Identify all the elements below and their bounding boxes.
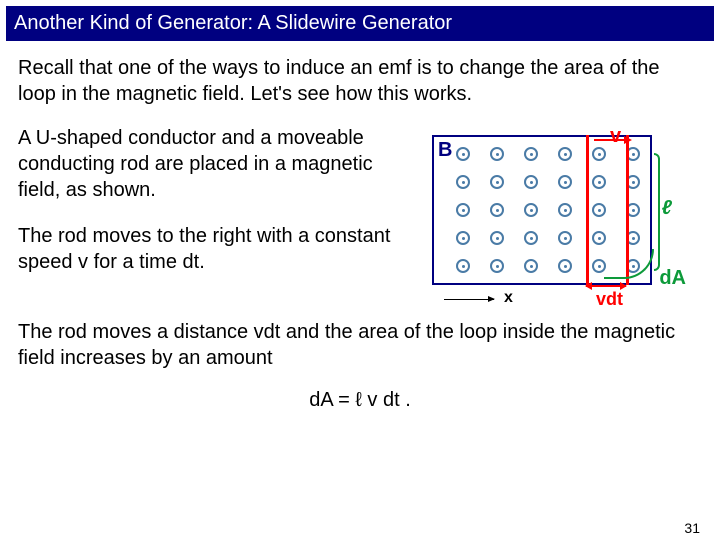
vdt-double-arrow [586, 285, 626, 287]
field-dot-icon [592, 231, 606, 245]
paragraph-2: A U-shaped conductor and a moveable cond… [18, 125, 400, 203]
field-dot-icon [524, 231, 538, 245]
rod-initial [586, 135, 589, 285]
field-dot-icon [456, 203, 470, 217]
field-dot-icon [490, 147, 504, 161]
field-dot-icon [558, 203, 572, 217]
label-vdt: vdt [596, 289, 623, 310]
equation: dA = ℓ v dt . [18, 389, 702, 412]
field-dot-icon [456, 259, 470, 273]
field-dot-icon [592, 147, 606, 161]
main-row: A U-shaped conductor and a moveable cond… [18, 125, 702, 315]
field-dot-icon [558, 175, 572, 189]
label-dA: dA [659, 267, 686, 290]
field-dot-icon [456, 231, 470, 245]
x-arrow [444, 299, 494, 300]
field-dot-icon [558, 147, 572, 161]
field-dot-icon [524, 259, 538, 273]
label-x: x [504, 289, 513, 307]
length-bracket [654, 153, 660, 271]
label-v: v [610, 125, 621, 148]
field-dot-icon [592, 175, 606, 189]
intro-paragraph: Recall that one of the ways to induce an… [18, 55, 702, 107]
field-dot-icon [524, 175, 538, 189]
field-dot-icon [592, 203, 606, 217]
diagram-box: B v ℓ dA vdt x [432, 135, 652, 285]
diagram-container: B v ℓ dA vdt x [412, 125, 702, 315]
label-b: B [438, 139, 452, 162]
label-l: ℓ [662, 197, 672, 220]
field-dot-icon [490, 231, 504, 245]
field-dot-icon [490, 259, 504, 273]
left-column: A U-shaped conductor and a moveable cond… [18, 125, 400, 293]
field-dot-icon [558, 259, 572, 273]
paragraph-4: The rod moves a distance vdt and the are… [18, 319, 702, 371]
field-dot-icon [456, 175, 470, 189]
title-bar: Another Kind of Generator: A Slidewire G… [6, 6, 714, 41]
field-dot-icon [524, 147, 538, 161]
field-dot-icon [490, 175, 504, 189]
field-dot-icon [456, 147, 470, 161]
field-dot-icon [524, 203, 538, 217]
title-text: Another Kind of Generator: A Slidewire G… [14, 12, 452, 34]
field-dot-icon [558, 231, 572, 245]
paragraph-3: The rod moves to the right with a consta… [18, 223, 400, 275]
slide-content: Recall that one of the ways to induce an… [0, 41, 720, 412]
page-number: 31 [684, 520, 700, 536]
field-dot-icon [490, 203, 504, 217]
